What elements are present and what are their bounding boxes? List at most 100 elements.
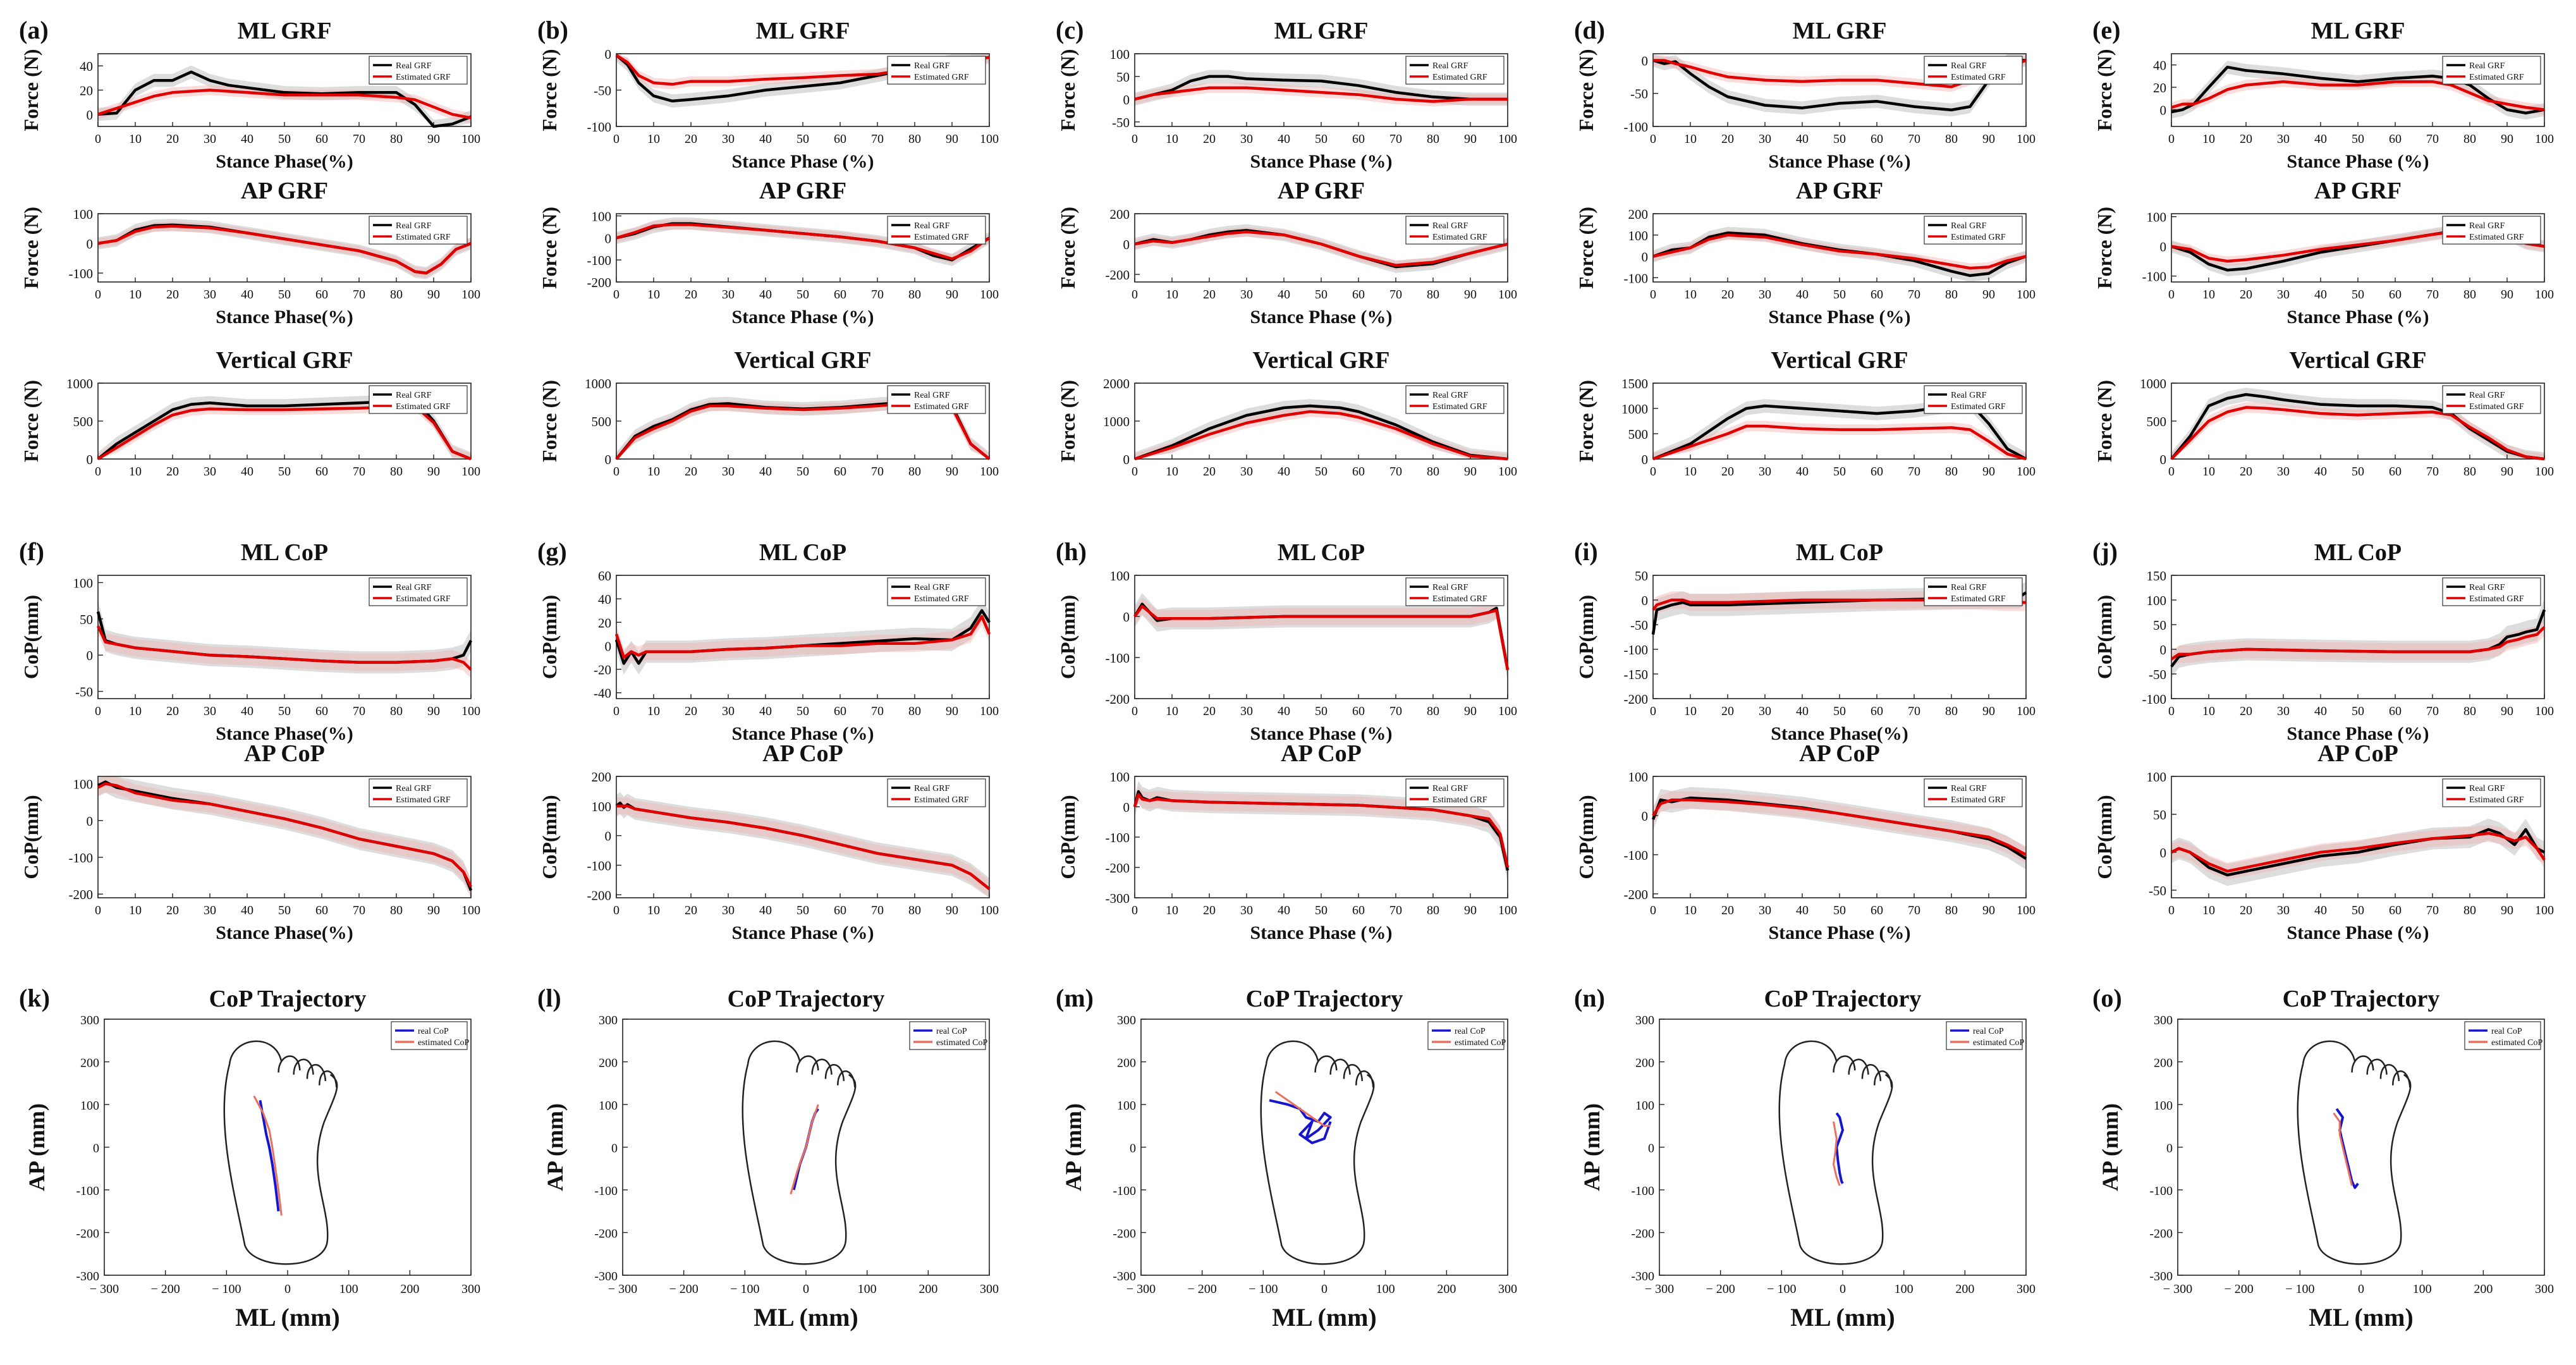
legend-label: estimated CoP xyxy=(2491,1038,2542,1048)
panel-title: Vertical GRF xyxy=(2289,347,2426,374)
y-tick-label: 100 xyxy=(2147,769,2167,785)
x-tick-label: 70 xyxy=(871,465,884,479)
legend-box xyxy=(1924,778,2023,807)
legend-label: Estimated GRF xyxy=(2469,795,2524,805)
x-tick-label: 50 xyxy=(797,903,809,917)
series-line-real xyxy=(1652,401,2027,461)
x-tick-label: 10 xyxy=(2202,465,2215,479)
x-tick-label: 100 xyxy=(1498,704,1517,718)
panel-b3: 0 500 1000 0 10 20 30 40 50 60 70 80 90 100 Real GRF Es… xyxy=(538,347,999,479)
x-tick-label: 90 xyxy=(1982,465,1995,479)
y-tick-label: 0 xyxy=(2160,642,2167,658)
y-tick-label: -100 xyxy=(76,1184,99,1198)
x-tick-label: 20 xyxy=(166,288,179,302)
x-tick-label: 70 xyxy=(353,465,365,479)
x-tick-label: 20 xyxy=(685,704,697,718)
legend-label: Estimated GRF xyxy=(396,233,451,242)
x-tick-label: 10 xyxy=(2202,903,2215,917)
legend-label: Real GRF xyxy=(914,61,950,71)
panel-c3: 0 1000 2000 0 10 20 30 40 50 60 70 80 90 100 Real GRF E… xyxy=(1056,347,1517,479)
x-tick-label: 0 xyxy=(1132,132,1138,146)
x-tick-label: 60 xyxy=(315,465,328,479)
x-tick-label: 80 xyxy=(2463,903,2476,917)
y-tick-label: -100 xyxy=(1624,119,1649,135)
y-tick-label: 100 xyxy=(592,209,612,224)
legend-label: Real GRF xyxy=(914,784,950,793)
x-tick-label: 90 xyxy=(2501,704,2513,718)
x-tick-label: 0 xyxy=(95,132,101,146)
y-axis-label: Force (N) xyxy=(2093,380,2116,462)
panel-e3: 0 500 1000 0 10 20 30 40 50 60 70 80 90 100 Real GRF Es… xyxy=(2093,347,2554,479)
y-tick-label: -300 xyxy=(2149,1270,2173,1283)
x-tick-label: 30 xyxy=(722,288,735,302)
legend-label: real CoP xyxy=(936,1027,967,1036)
x-tick-label: 90 xyxy=(427,903,440,917)
y-tick-label: 0 xyxy=(611,1142,618,1156)
y-axis-label: Force (N) xyxy=(538,49,561,132)
y-tick-label: -20 xyxy=(594,663,611,678)
series-line-real xyxy=(1652,59,2026,112)
legend-label: Estimated GRF xyxy=(2469,73,2524,82)
series-line-estimated xyxy=(97,404,472,461)
x-tick-label: − 100 xyxy=(212,1282,241,1296)
series-line-estimated xyxy=(1134,86,1508,103)
y-tick-label: 0 xyxy=(1642,593,1649,608)
x-axis-label: ML (mm) xyxy=(2309,1303,2414,1331)
y-axis-label: Force (N) xyxy=(1056,207,1079,289)
y-tick-label: 0 xyxy=(1123,609,1130,625)
std-band xyxy=(98,600,471,674)
y-axis-label: CoP(mm) xyxy=(20,795,42,879)
x-tick-label: 50 xyxy=(1833,465,1846,479)
foot-toe xyxy=(306,1063,327,1081)
x-tick-label: 0 xyxy=(2168,288,2175,302)
foot-toe-big xyxy=(228,1040,283,1065)
foot-outline xyxy=(2297,1063,2412,1265)
x-axis-label: Stance Phase(%) xyxy=(216,922,353,943)
y-tick-label: -200 xyxy=(76,1227,99,1241)
foot-toe xyxy=(824,1063,845,1081)
x-tick-label: 70 xyxy=(1389,903,1402,917)
x-axis-label: Stance Phase (%) xyxy=(732,723,874,744)
x-tick-label: 60 xyxy=(2389,704,2402,718)
std-band xyxy=(98,85,471,123)
x-axis-label: ML (mm) xyxy=(1272,1303,1377,1331)
y-tick-label: -200 xyxy=(1106,692,1130,707)
legend-box xyxy=(1405,216,1505,245)
x-tick-label: 80 xyxy=(390,704,403,718)
x-tick-label: 100 xyxy=(980,903,999,917)
legend-label: Real GRF xyxy=(914,583,950,592)
foot-toe-big xyxy=(1783,1040,1838,1065)
x-tick-label: 30 xyxy=(1240,465,1253,479)
foot-toe xyxy=(837,1070,856,1088)
std-band xyxy=(616,217,989,266)
legend-box xyxy=(1924,385,2023,414)
x-tick-label: 300 xyxy=(461,1282,480,1296)
panel-h2: -300 -200 -100 0 100 0 10 20 30 40 50 60 70 80 90 100 Re… xyxy=(1056,740,1517,943)
legend-label: estimated CoP xyxy=(936,1038,987,1048)
x-axis-label: Stance Phase (%) xyxy=(1769,151,1911,172)
y-tick-label: 300 xyxy=(80,1013,99,1027)
x-tick-label: 0 xyxy=(95,465,101,479)
x-tick-label: 200 xyxy=(1437,1282,1456,1296)
x-tick-label: 0 xyxy=(1650,465,1656,479)
x-tick-label: 80 xyxy=(2463,704,2476,718)
y-tick-label: 40 xyxy=(2153,58,2166,73)
x-tick-label: 10 xyxy=(129,465,142,479)
panel-letter: (d) xyxy=(1574,16,1605,44)
legend-label: Real GRF xyxy=(396,221,432,231)
std-band xyxy=(616,599,989,675)
series-line-real xyxy=(1269,1099,1332,1144)
std-band xyxy=(1135,224,1508,273)
y-tick-label: 0 xyxy=(1123,237,1130,252)
x-tick-label: 90 xyxy=(946,903,958,917)
legend-box xyxy=(369,56,468,85)
x-tick-label: 50 xyxy=(1315,704,1328,718)
x-tick-label: 90 xyxy=(1464,903,1477,917)
legend-box xyxy=(2464,1021,2541,1050)
legend-label: Real GRF xyxy=(396,391,432,400)
x-tick-label: 10 xyxy=(647,465,660,479)
x-tick-label: 300 xyxy=(980,1282,999,1296)
y-axis-label: AP (mm) xyxy=(24,1103,49,1191)
y-tick-label: 200 xyxy=(599,1056,618,1070)
x-tick-label: 0 xyxy=(1321,1282,1328,1296)
